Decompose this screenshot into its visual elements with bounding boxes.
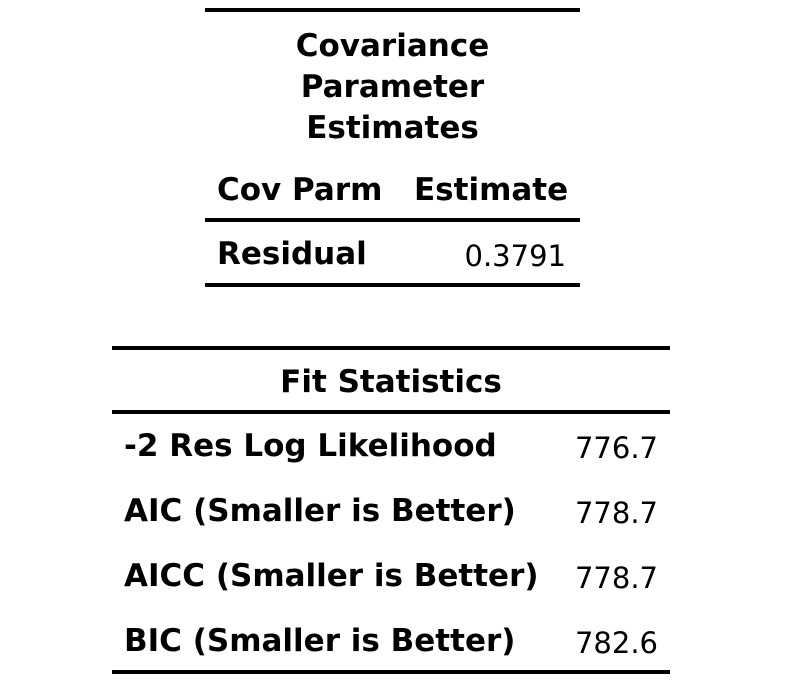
fit-statistics-table: Fit Statistics -2 Res Log Likelihood 776… xyxy=(112,346,670,678)
table-row: BIC (Smaller is Better) 782.6 xyxy=(112,621,670,661)
row-label: -2 Res Log Likelihood xyxy=(124,428,497,464)
caption-line: Covariance xyxy=(295,28,490,64)
row-value: 782.6 xyxy=(574,626,658,660)
table-bottom-rule xyxy=(205,283,580,287)
column-header-cov-parm: Cov Parm xyxy=(217,172,383,208)
header-rule xyxy=(112,410,670,414)
covariance-parameter-estimates-table: Covariance Parameter Estimates Cov Parm … xyxy=(205,8,580,290)
row-value: 778.7 xyxy=(574,496,658,530)
table-row: AIC (Smaller is Better) 778.7 xyxy=(112,491,670,531)
table-row: -2 Res Log Likelihood 776.7 xyxy=(112,426,670,466)
caption-line: Estimates xyxy=(306,110,479,146)
row-label: AICC (Smaller is Better) xyxy=(124,558,539,594)
header-rule xyxy=(205,218,580,222)
caption-line: Parameter xyxy=(300,69,485,105)
row-value: 776.7 xyxy=(574,431,658,465)
table-top-rule xyxy=(112,346,670,350)
row-label: BIC (Smaller is Better) xyxy=(124,623,516,659)
column-header-estimate: Estimate xyxy=(414,172,569,208)
table-caption: Fit Statistics xyxy=(280,364,502,400)
table-bottom-rule xyxy=(112,670,670,674)
row-label-residual: Residual xyxy=(217,236,367,272)
table-row: AICC (Smaller is Better) 778.7 xyxy=(112,556,670,596)
table-top-rule xyxy=(205,8,580,12)
row-value-residual: 0.3791 xyxy=(464,239,566,273)
row-label: AIC (Smaller is Better) xyxy=(124,493,516,529)
table-caption: Covariance Parameter Estimates xyxy=(205,26,580,149)
row-value: 778.7 xyxy=(574,561,658,595)
